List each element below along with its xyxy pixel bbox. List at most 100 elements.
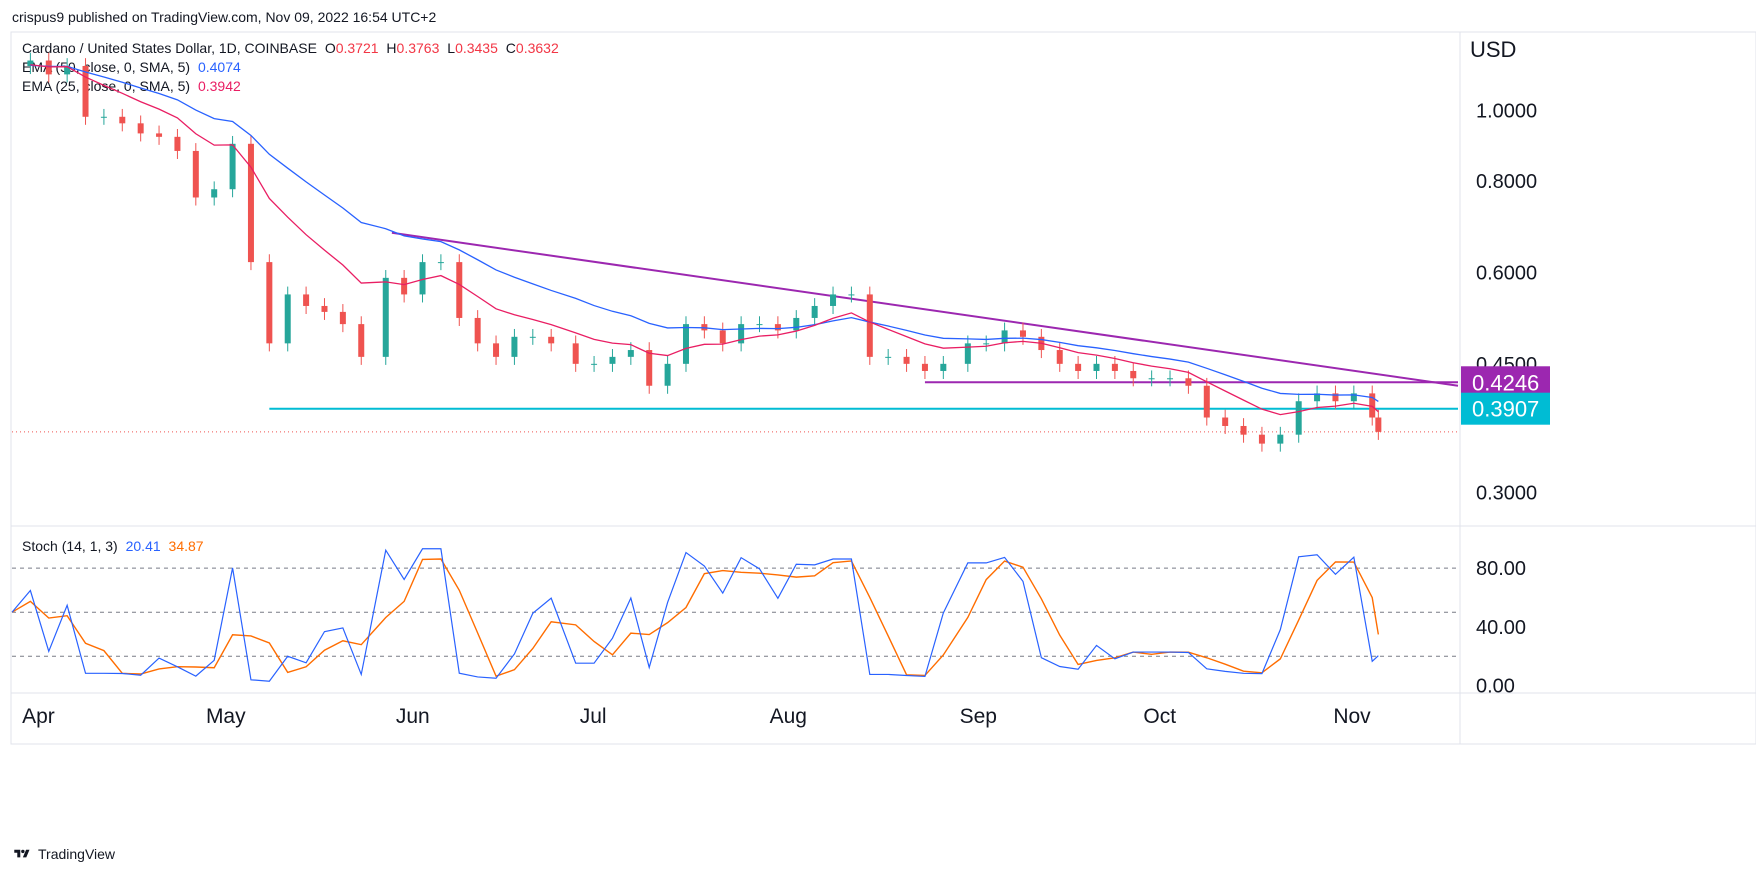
candle-body [64,65,71,75]
candle-body [964,343,971,364]
candle-body [591,363,598,365]
close-label: C [505,40,516,56]
candle-body [1019,330,1026,337]
price-axis-tick: 0.3000 [1476,483,1537,505]
candle-body [848,294,855,296]
close-value: 0.3632 [515,40,559,56]
candle-body [401,277,408,295]
price-axis-tick: 0.6000 [1476,263,1537,285]
candle-body [1222,417,1229,426]
candle-body [211,189,218,198]
candle-body [866,294,873,357]
candle-body [1277,434,1284,444]
publish-info: crispus9 published on TradingView.com, N… [12,9,437,25]
tradingview-logo-icon [14,849,30,858]
candle-body [1148,378,1155,380]
candle-body [682,324,689,364]
price-tag-box [1461,392,1550,425]
candle-body [1332,393,1339,402]
open-value: 0.3721 [335,40,379,56]
footer-brand: TradingView [38,846,116,862]
candle-body [529,336,536,338]
time-axis-tick: Nov [1333,705,1371,728]
candle-body [1369,393,1376,418]
low-label: L [447,40,456,56]
candle-body [940,363,947,371]
time-axis-tick: Apr [22,705,55,728]
candle-body [1314,393,1321,402]
candle-body [1001,330,1008,344]
candle-body [738,324,745,344]
candle-body [1203,385,1210,418]
candle-body [192,150,199,198]
candle-body [774,324,781,331]
ema50-legend: EMA (50, close, 0, SMA, 5) 0.4074 [22,59,245,75]
high-label: H [386,40,397,56]
currency-label: USD [1470,37,1516,62]
candle-body [548,336,555,344]
candle-body [321,305,328,312]
candle-body [266,262,273,344]
time-axis-tick: Jun [396,705,430,728]
candle-body [811,305,818,318]
candle-body [382,277,389,357]
candle-body [511,336,518,357]
candle-body [921,363,928,371]
candle-body [572,343,579,364]
time-axis-tick: Aug [770,705,807,728]
time-axis-tick: Oct [1143,705,1176,728]
ema50-label: EMA (50, close, 0, SMA, 5) [22,59,191,75]
high-value: 0.3763 [396,40,440,56]
candle-body [1056,350,1063,364]
candle-body [100,116,107,118]
ema25-line [30,64,1379,416]
candle-body [303,294,310,306]
symbol-name: Cardano / United States Dollar, 1D, COIN… [22,40,317,56]
candle-body [156,133,163,137]
candle-body [119,116,126,124]
ema50-value: 0.4074 [197,59,241,75]
candle-body [1375,417,1382,432]
symbol-legend: Cardano / United States Dollar, 1D, COIN… [22,40,563,56]
candle-body [229,143,236,190]
price-tag-label: 0.4246 [1472,370,1539,395]
candle-body [174,136,181,151]
stoch-label: Stoch (14, 1, 3) [22,538,118,554]
low-value: 0.3435 [455,40,498,56]
stoch-axis-tick: 0.00 [1476,676,1515,698]
candle-body [664,363,671,386]
price-tag-label: 0.3907 [1472,397,1539,422]
candle-body [646,350,653,386]
candle-body [339,311,346,325]
candle-body [247,143,254,263]
stoch-axis-tick: 80.00 [1476,558,1526,580]
time-axis-tick: May [206,705,246,728]
candle-body [1258,434,1265,444]
candle-body [284,294,291,344]
stoch-k-line [11,548,1379,682]
candle-body [830,294,837,306]
stoch-legend: Stoch (14, 1, 3) 20.41 34.87 [22,538,208,554]
candle-body [358,324,365,357]
candle-body [1240,425,1247,435]
candle-body [903,356,910,364]
candle-body [474,317,481,344]
candle-body [1130,370,1137,379]
candle-body [437,262,444,264]
candle-body [1167,378,1174,380]
stoch-d-line [11,558,1380,678]
candle-body [609,356,616,364]
candle-body [493,343,500,357]
stoch-axis-tick: 40.00 [1476,617,1526,639]
stoch-k-value: 20.41 [125,538,161,554]
candle-body [82,65,89,117]
candle-body [137,123,144,134]
candle-body [456,262,463,318]
candle-body [1185,378,1192,386]
footer: TradingView [12,846,115,862]
candle-body [1093,363,1100,371]
chart-frame [10,31,1756,745]
ema50-line [30,64,1379,402]
candle-body [627,350,634,357]
